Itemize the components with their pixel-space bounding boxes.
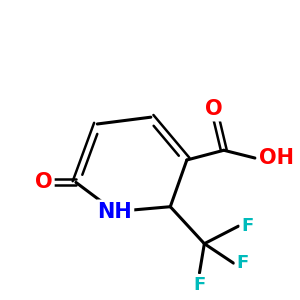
Text: F: F	[194, 276, 206, 294]
Text: OH: OH	[259, 148, 294, 168]
Text: O: O	[205, 99, 223, 119]
Text: F: F	[236, 254, 249, 272]
Text: O: O	[35, 172, 52, 192]
Text: F: F	[241, 217, 254, 235]
Text: NH: NH	[98, 202, 132, 222]
